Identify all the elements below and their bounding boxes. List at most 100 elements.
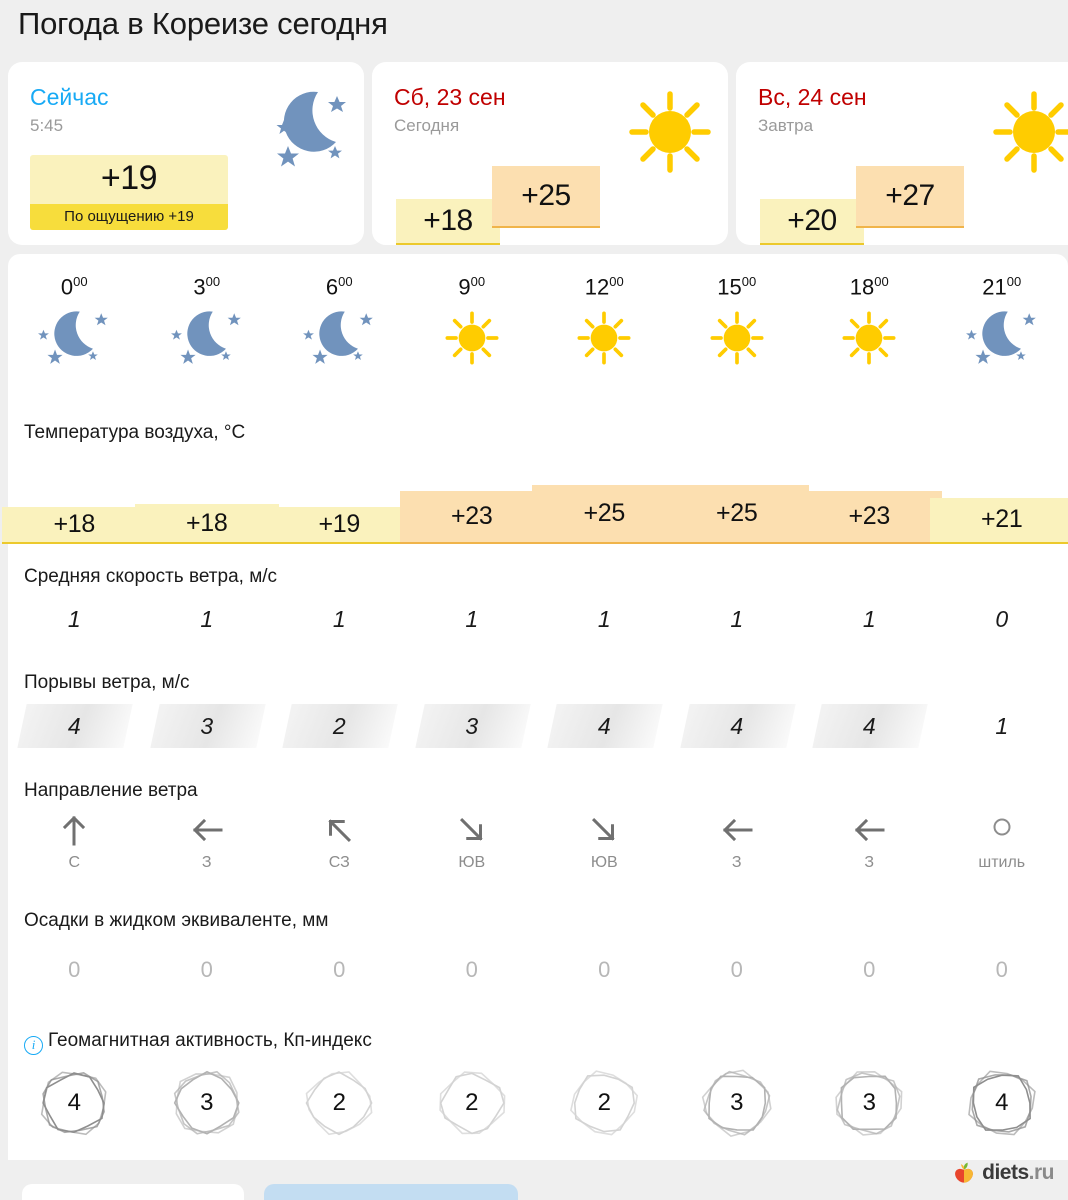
wind-gusts-row: 4 3 2 3 4 4 4 1 bbox=[8, 694, 1068, 758]
temp-bar-21: +21 bbox=[929, 497, 1068, 544]
wind-gust-value: 4 bbox=[67, 712, 81, 739]
wind-speed-cell: 1 bbox=[273, 606, 406, 633]
precipitation-value: 0 bbox=[333, 957, 346, 982]
forecast-max-today: +25 bbox=[492, 166, 600, 228]
wind-direction-label: СЗ bbox=[328, 854, 350, 871]
precipitation-cell: 0 bbox=[8, 957, 141, 983]
wind-direction-cell: СЗ bbox=[273, 810, 406, 872]
bottom-card-right[interactable] bbox=[264, 1184, 518, 1200]
kp-circle-icon bbox=[439, 1071, 506, 1135]
temp-bar-9: +23 bbox=[399, 491, 544, 544]
wind-speed-value: 1 bbox=[67, 605, 81, 632]
wind-speed-row: 1 1 1 1 1 1 1 0 bbox=[8, 588, 1068, 650]
wind-direction-arrow-icon bbox=[803, 810, 936, 850]
wind-direction-cell: З bbox=[803, 810, 936, 872]
kp-index-value: 2 bbox=[332, 1089, 346, 1116]
wind-direction-arrow-icon bbox=[671, 810, 804, 850]
forecast-card-today[interactable]: Сб, 23 сен Сегодня +18 +25 bbox=[372, 62, 728, 245]
temp-bar-0: +18 bbox=[2, 507, 147, 544]
wind-direction-label: ЮВ bbox=[590, 854, 618, 871]
wind-speed-value: 1 bbox=[862, 605, 876, 632]
kp-index-cell: 4 bbox=[8, 1062, 141, 1144]
kp-index-value: 2 bbox=[465, 1089, 479, 1116]
kp-index-cell: 4 bbox=[936, 1062, 1068, 1144]
wind-gust-value: 2 bbox=[332, 712, 346, 739]
moon-stars-icon bbox=[141, 300, 274, 376]
site-watermark: diets.ru bbox=[951, 1160, 1055, 1186]
info-icon[interactable]: i bbox=[24, 1036, 43, 1055]
wind-direction-cell: З bbox=[141, 810, 274, 872]
forecast-card-tomorrow[interactable]: Вс, 24 сен Завтра +20 +27 bbox=[736, 62, 1068, 245]
kp-index-value: 3 bbox=[200, 1089, 214, 1116]
temp-bar-6: +19 bbox=[267, 507, 412, 544]
forecast-relative-today: Сегодня bbox=[394, 116, 460, 135]
precipitation-value: 0 bbox=[995, 957, 1008, 982]
kp-circle-icon bbox=[835, 1070, 903, 1136]
kp-index-cell: 2 bbox=[273, 1062, 406, 1144]
current-weather-card[interactable]: Сейчас 5:45 +19 По ощущению +19 bbox=[8, 62, 364, 245]
wind-speed-value: 1 bbox=[597, 605, 611, 632]
current-feels-like: По ощущению +19 bbox=[30, 204, 228, 230]
current-time: 5:45 bbox=[30, 116, 64, 135]
wind-speed-cell: 1 bbox=[671, 606, 804, 633]
precipitation-value: 0 bbox=[598, 957, 611, 982]
forecast-relative-tomorrow: Завтра bbox=[758, 116, 814, 135]
precipitation-cell: 0 bbox=[538, 957, 671, 983]
details-sheet: Температура воздуха, °C +18 +18 +19 +23 +25 +… bbox=[2, 394, 1068, 1160]
forecast-max-tomorrow: +27 bbox=[856, 166, 964, 228]
wind-gust-cell: 2 bbox=[273, 704, 406, 748]
wind-speed-value: 1 bbox=[730, 605, 744, 632]
temp-bar-12: +25 bbox=[532, 484, 677, 544]
sun-icon bbox=[803, 300, 936, 376]
wind-speed-value: 1 bbox=[465, 605, 479, 632]
forecast-date-today: Сб, 23 сен bbox=[394, 84, 506, 110]
precipitation-cell: 0 bbox=[936, 957, 1068, 983]
hour-label-21: 2100 bbox=[982, 274, 1022, 300]
page-title: Погода в Кореизе сегодня bbox=[18, 6, 388, 41]
wind-gust-cell: 4 bbox=[8, 704, 141, 748]
precipitation-row: 0 0 0 0 0 0 0 0 bbox=[8, 932, 1068, 1008]
precipitation-cell: 0 bbox=[273, 957, 406, 983]
moon-stars-icon bbox=[8, 300, 141, 376]
forecast-min-today: +18 bbox=[396, 199, 500, 245]
wind-direction-arrow-icon bbox=[273, 810, 406, 850]
kp-index-row: 4 3 2 2 2 3 3 4 bbox=[8, 1055, 1068, 1151]
kp-index-value: 2 bbox=[597, 1089, 611, 1116]
hour-label-9: 900 bbox=[458, 274, 486, 300]
wind-speed-value: 1 bbox=[200, 605, 214, 632]
wind-gust-cell: 4 bbox=[671, 704, 804, 748]
kp-index-value: 3 bbox=[862, 1089, 876, 1116]
precipitation-value: 0 bbox=[465, 957, 478, 982]
watermark-text: diets.ru bbox=[982, 1161, 1054, 1184]
wind-direction-row: С З СЗ ЮВ ЮВ bbox=[8, 802, 1068, 888]
kp-index-cell: 3 bbox=[141, 1062, 274, 1144]
wind-direction-arrow-icon bbox=[406, 810, 539, 850]
kp-index-cell: 2 bbox=[538, 1062, 671, 1144]
temp-bar-3: +18 bbox=[134, 504, 279, 544]
section-title-wind-direction: Направление ветра bbox=[24, 780, 198, 801]
wind-direction-arrow-icon bbox=[538, 810, 671, 850]
wind-gust-cell: 4 bbox=[803, 704, 936, 748]
wind-direction-cell: З bbox=[671, 810, 804, 872]
kp-circle-icon bbox=[701, 1069, 772, 1137]
moon-stars-icon bbox=[240, 84, 350, 175]
section-title-geomagnetic: i Геомагнитная активность, Кп-индекс bbox=[8, 1008, 1068, 1055]
wind-gust-value: 1 bbox=[995, 712, 1009, 739]
kp-circle-icon bbox=[41, 1071, 107, 1136]
wind-direction-label: З bbox=[864, 854, 875, 871]
wind-speed-cell: 1 bbox=[538, 606, 671, 633]
kp-index-value: 4 bbox=[67, 1089, 81, 1116]
wind-gust-value: 3 bbox=[465, 712, 479, 739]
precipitation-cell: 0 bbox=[803, 957, 936, 983]
kp-index-value: 4 bbox=[995, 1089, 1009, 1116]
kp-circle-icon bbox=[967, 1070, 1036, 1136]
kp-circle-icon bbox=[173, 1070, 240, 1135]
wind-speed-cell: 1 bbox=[8, 606, 141, 633]
sun-icon bbox=[671, 300, 804, 376]
wind-speed-cell: 1 bbox=[141, 606, 274, 633]
bottom-card-left[interactable] bbox=[22, 1184, 244, 1200]
sun-icon bbox=[622, 84, 718, 185]
hour-label-row: 000 300 600 900 1200 1500 1800 2100 bbox=[8, 254, 1068, 300]
forecast-cards: Сейчас 5:45 +19 По ощущению +19 Сб, 23 с… bbox=[8, 62, 1068, 245]
wind-direction-cell: штиль bbox=[936, 810, 1068, 872]
